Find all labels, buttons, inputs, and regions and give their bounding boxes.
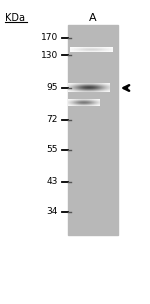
Text: 55: 55	[46, 146, 58, 154]
Text: 170: 170	[41, 33, 58, 43]
Text: 34: 34	[47, 208, 58, 216]
Text: 72: 72	[47, 116, 58, 125]
Text: KDa: KDa	[5, 13, 25, 23]
Text: 130: 130	[41, 50, 58, 60]
Text: 43: 43	[47, 178, 58, 186]
Bar	[68, 25, 118, 235]
Text: A: A	[89, 13, 97, 23]
Text: 95: 95	[46, 84, 58, 92]
